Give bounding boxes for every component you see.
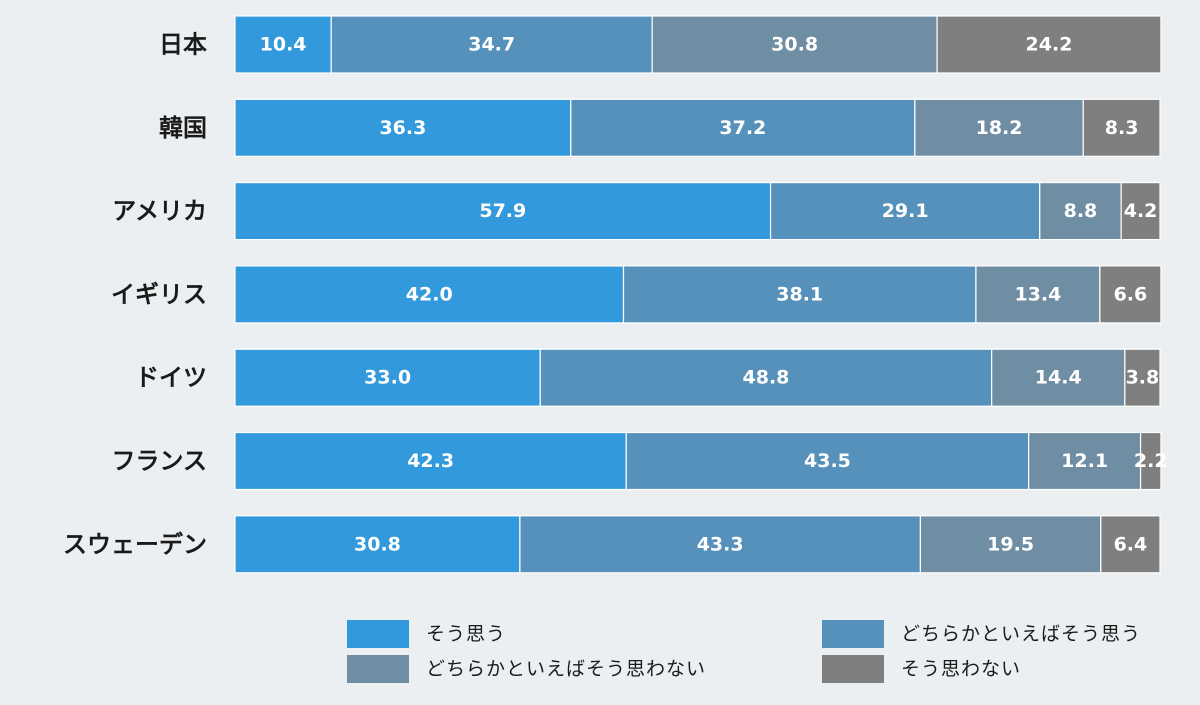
data-label: 30.8 (354, 533, 401, 555)
bar-segment (1100, 515, 1161, 574)
bar-segment (651, 15, 938, 74)
data-label: 8.3 (1105, 117, 1139, 139)
data-label: 33.0 (364, 367, 411, 389)
bar-segment (1099, 265, 1162, 324)
category-label: スウェーデン (63, 530, 207, 558)
data-label: 14.4 (1035, 367, 1082, 389)
bar-segment (1082, 98, 1161, 157)
legend-label: どちらかといえばそう思わない (426, 658, 706, 680)
legend-label: そう思わない (901, 658, 1021, 680)
category-label: フランス (111, 447, 207, 475)
bar-segment (1120, 182, 1161, 241)
data-label: 48.8 (743, 367, 790, 389)
bar-segment (234, 431, 627, 491)
bar-segment (234, 15, 332, 74)
data-label: 43.5 (804, 450, 851, 472)
data-label: 2.2 (1134, 450, 1168, 472)
legend-swatch (822, 620, 884, 648)
bar-segment (539, 348, 993, 407)
legend-swatch (822, 655, 884, 683)
category-label: ドイツ (135, 364, 207, 392)
bar-segment (622, 265, 977, 324)
bar-segment (919, 515, 1102, 574)
bar-segment (519, 515, 922, 574)
data-label: 10.4 (260, 34, 307, 56)
bars-layer: 10.4 34.7 30.8 24.2 36.3 37.2 18.2 8.3 57.9 29.1 8… (234, 15, 1168, 574)
legend-label: そう思う (426, 623, 506, 645)
category-label: 韓国 (159, 114, 207, 142)
bar-segment (570, 98, 916, 157)
bar-segment (914, 98, 1084, 157)
bar-segment (936, 15, 1162, 74)
data-label: 30.8 (771, 34, 818, 56)
data-label: 43.3 (697, 533, 744, 555)
legend-label: どちらかといえばそう思う (901, 623, 1141, 645)
data-label: 57.9 (479, 200, 526, 222)
bar-segment (234, 265, 625, 324)
legend-swatch (347, 655, 409, 683)
data-label: 3.8 (1126, 367, 1160, 389)
data-label: 24.2 (1026, 34, 1073, 56)
data-label: 37.2 (719, 117, 766, 139)
bar-segment (234, 98, 572, 157)
data-label: 6.6 (1114, 283, 1148, 305)
data-label: 29.1 (882, 200, 929, 222)
data-label: 13.4 (1014, 283, 1061, 305)
bar-segment (330, 15, 653, 74)
data-label: 18.2 (976, 117, 1023, 139)
bar-segment (991, 348, 1126, 407)
data-label: 42.0 (406, 283, 453, 305)
data-label: 36.3 (379, 117, 426, 139)
data-label: 12.1 (1061, 450, 1108, 472)
bar-segment (234, 348, 541, 407)
category-label: アメリカ (112, 197, 207, 225)
data-label: 38.1 (776, 283, 823, 305)
bar-segment (769, 182, 1041, 241)
data-label: 19.5 (987, 533, 1034, 555)
bar-segment (234, 515, 521, 574)
category-label: 日本 (159, 31, 207, 59)
bar-segment (1139, 431, 1162, 491)
category-label: イギリス (111, 280, 207, 308)
data-label: 8.8 (1064, 200, 1098, 222)
bar-segment (625, 431, 1030, 491)
data-label: 42.3 (407, 450, 454, 472)
bar-segment (234, 182, 772, 241)
data-label: 6.4 (1114, 533, 1148, 555)
bar-segment (1028, 431, 1142, 491)
legend-swatch (347, 620, 409, 648)
bar-segment (1124, 348, 1161, 407)
data-label: 34.7 (468, 34, 515, 56)
data-label: 4.2 (1124, 200, 1158, 222)
